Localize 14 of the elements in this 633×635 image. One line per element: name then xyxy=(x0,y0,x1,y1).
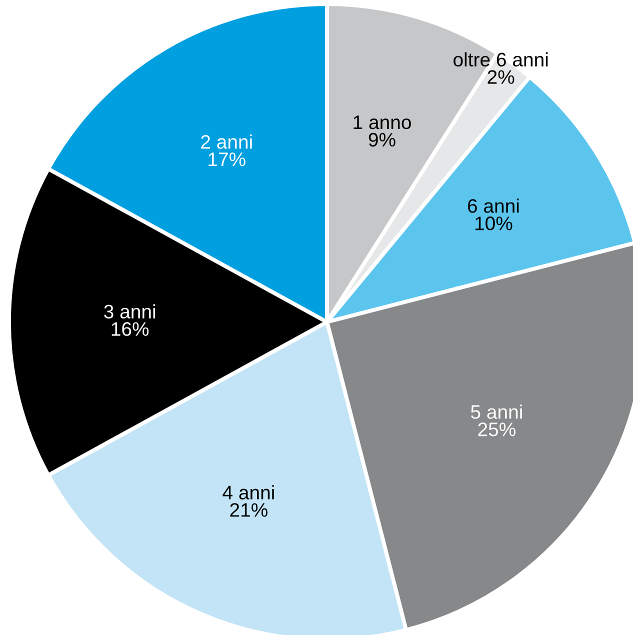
slice-label: 1 anno xyxy=(354,116,411,130)
slice-label: 5 anni xyxy=(470,404,522,419)
slice-label: oltre 6 anni xyxy=(454,52,548,67)
data-label: 10% xyxy=(475,216,512,230)
slice-label: 6 anni xyxy=(468,198,519,213)
data-label: 9% xyxy=(368,132,396,147)
data-label: 2% xyxy=(488,70,514,84)
data-label: 17% xyxy=(208,152,246,166)
data-label: 21% xyxy=(230,503,268,517)
data-label: 25% xyxy=(478,422,516,436)
slice-label: 3 anni xyxy=(104,304,156,319)
data-label: 16% xyxy=(112,322,149,336)
slice-label: 4 anni xyxy=(222,485,274,500)
slice-label: 2 anni xyxy=(201,134,252,149)
